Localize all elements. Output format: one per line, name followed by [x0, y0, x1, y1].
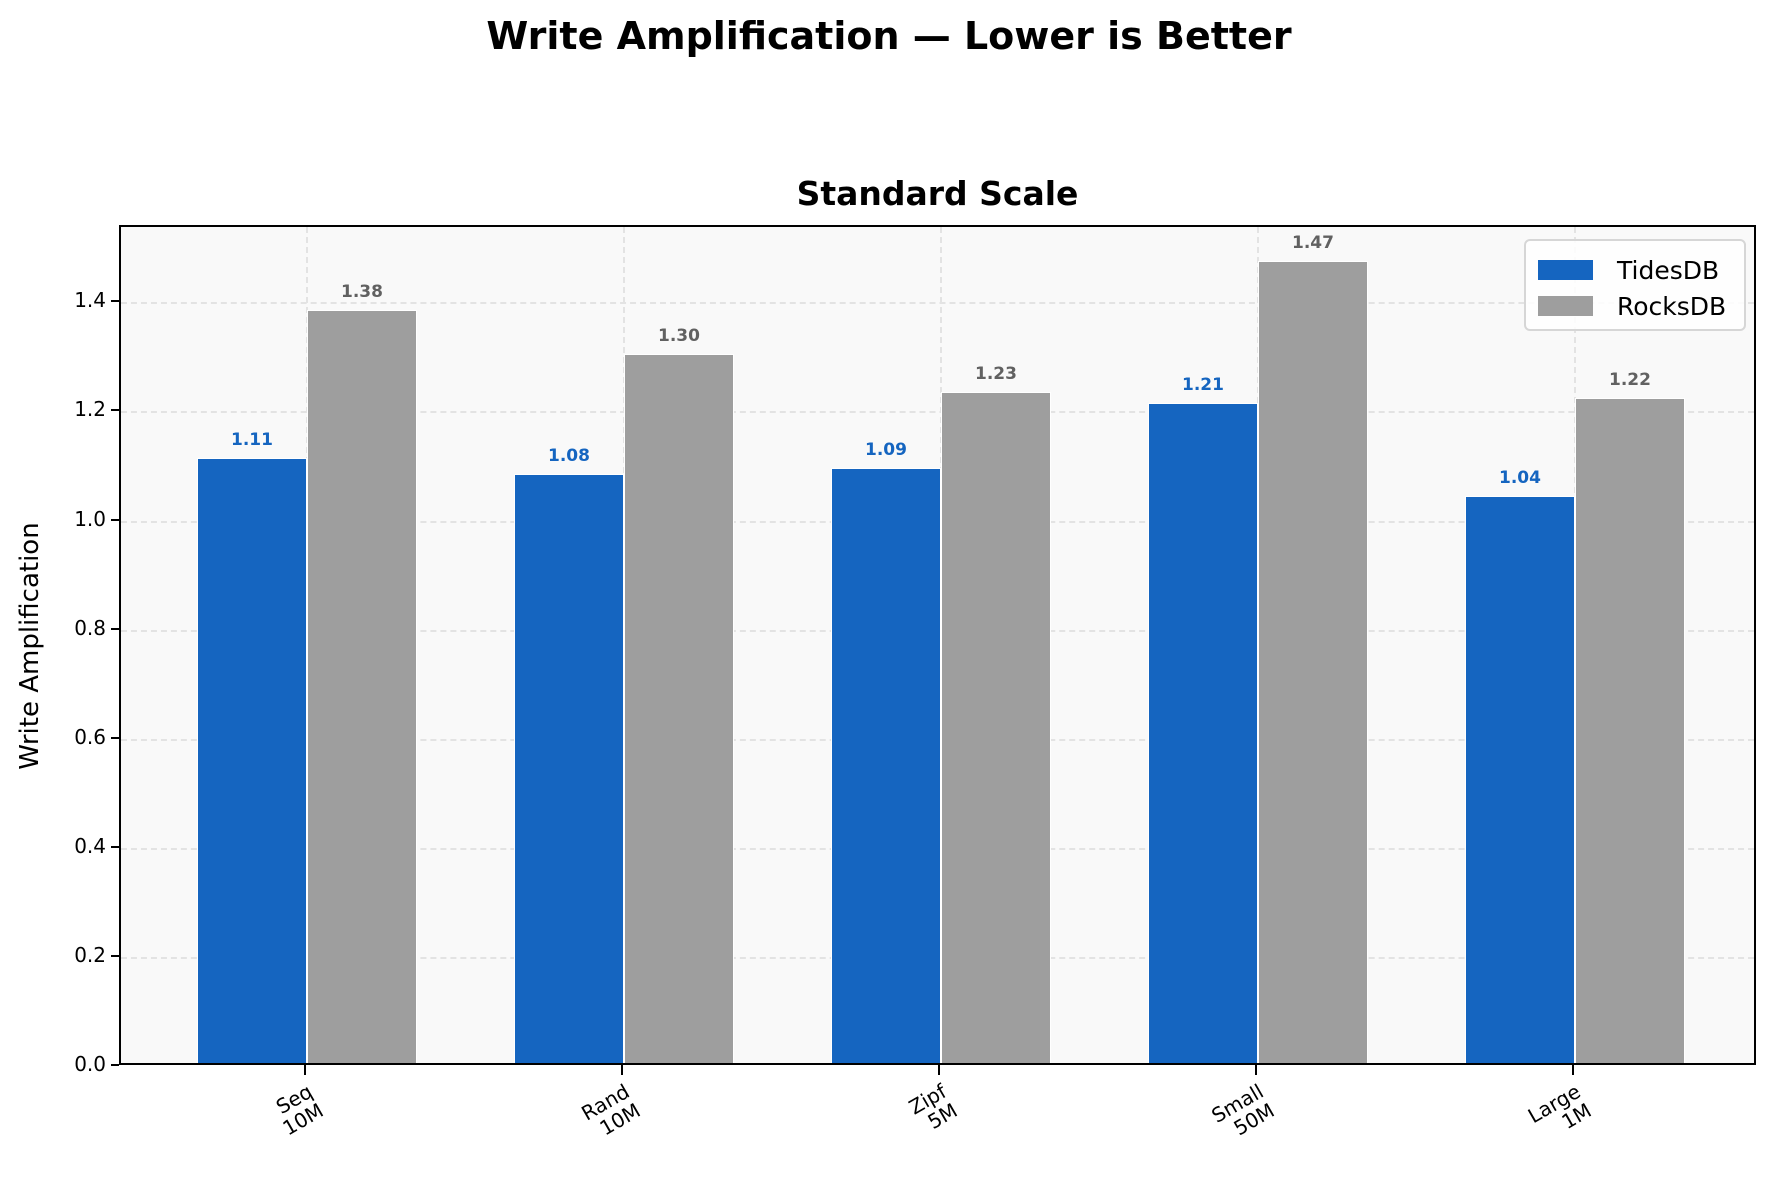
- y-tick-label: 0.6: [74, 724, 106, 749]
- y-tick-label: 1.0: [74, 506, 106, 531]
- bar-rocksdb: [624, 353, 734, 1063]
- h-gridline: [121, 302, 1754, 305]
- value-label-tidesdb: 1.09: [865, 440, 907, 461]
- bar-rocksdb: [1575, 397, 1685, 1063]
- value-label-rocksdb: 1.38: [341, 282, 383, 303]
- y-tick-label: 0.4: [74, 833, 106, 858]
- value-label-tidesdb: 1.21: [1182, 375, 1224, 395]
- x-tick-label: Small 50M: [1152, 1079, 1278, 1178]
- legend-item-rocksdb: RocksDB: [1538, 291, 1726, 321]
- plot-area: 1.11 1.38 1.08 1.30 1.09 1.23 1.21 1.47 1.04 1.22: [119, 225, 1756, 1065]
- y-tick: [111, 845, 119, 848]
- y-tick-label: 0.2: [74, 942, 106, 967]
- bar-rocksdb: [1258, 261, 1368, 1063]
- value-label-rocksdb: 1.22: [1609, 369, 1651, 390]
- bar-tidesdb: [831, 468, 941, 1063]
- y-tick-label: 0.8: [74, 615, 106, 640]
- x-tick-label: Seq 10M: [201, 1079, 328, 1178]
- legend-label-tidesdb: TidesDB: [1617, 255, 1720, 285]
- value-label-tidesdb: 1.11: [231, 429, 273, 450]
- bar-tidesdb: [1148, 403, 1258, 1063]
- bar-tidesdb: [514, 473, 624, 1063]
- x-tick: [1572, 1065, 1574, 1075]
- y-tick: [111, 954, 119, 957]
- y-tick: [111, 1064, 119, 1066]
- value-label-rocksdb: 1.23: [975, 364, 1017, 385]
- legend: TidesDB RocksDB: [1524, 239, 1746, 331]
- h-gridline: [121, 411, 1754, 414]
- bar-rocksdb: [307, 310, 417, 1063]
- value-label-tidesdb: 1.08: [548, 445, 590, 466]
- x-tick-label: Large 1M: [1469, 1079, 1596, 1178]
- y-tick: [111, 736, 119, 739]
- y-tick-label: 0.0: [74, 1052, 106, 1076]
- bar-tidesdb: [197, 457, 307, 1063]
- x-tick: [1255, 1065, 1257, 1075]
- y-tick-label: 1.4: [74, 288, 106, 313]
- value-label-rocksdb: 1.30: [658, 325, 700, 346]
- axes-title: Standard Scale: [796, 174, 1079, 213]
- bar-rocksdb: [941, 392, 1051, 1063]
- value-label-rocksdb: 1.47: [1292, 233, 1334, 254]
- legend-swatch-rocksdb: [1538, 296, 1593, 316]
- y-tick: [111, 627, 119, 630]
- legend-label-rocksdb: RocksDB: [1617, 291, 1727, 321]
- value-label-tidesdb: 1.04: [1499, 467, 1541, 488]
- x-tick: [938, 1065, 940, 1075]
- y-tick: [111, 409, 119, 412]
- legend-swatch-tidesdb: [1538, 260, 1593, 280]
- bar-tidesdb: [1465, 495, 1575, 1063]
- y-axis-label: Write Amplification: [15, 522, 45, 770]
- x-tick-label: Zipf 5M: [835, 1079, 962, 1178]
- y-tick-label: 1.2: [74, 397, 106, 422]
- legend-item-tidesdb: TidesDB: [1538, 255, 1719, 285]
- y-tick: [111, 300, 119, 303]
- y-tick: [111, 518, 119, 521]
- x-tick-label: Rand 10M: [518, 1079, 644, 1178]
- x-tick: [304, 1065, 306, 1075]
- figure-suptitle: Write Amplification — Lower is Better: [486, 14, 1292, 58]
- x-tick: [621, 1065, 623, 1075]
